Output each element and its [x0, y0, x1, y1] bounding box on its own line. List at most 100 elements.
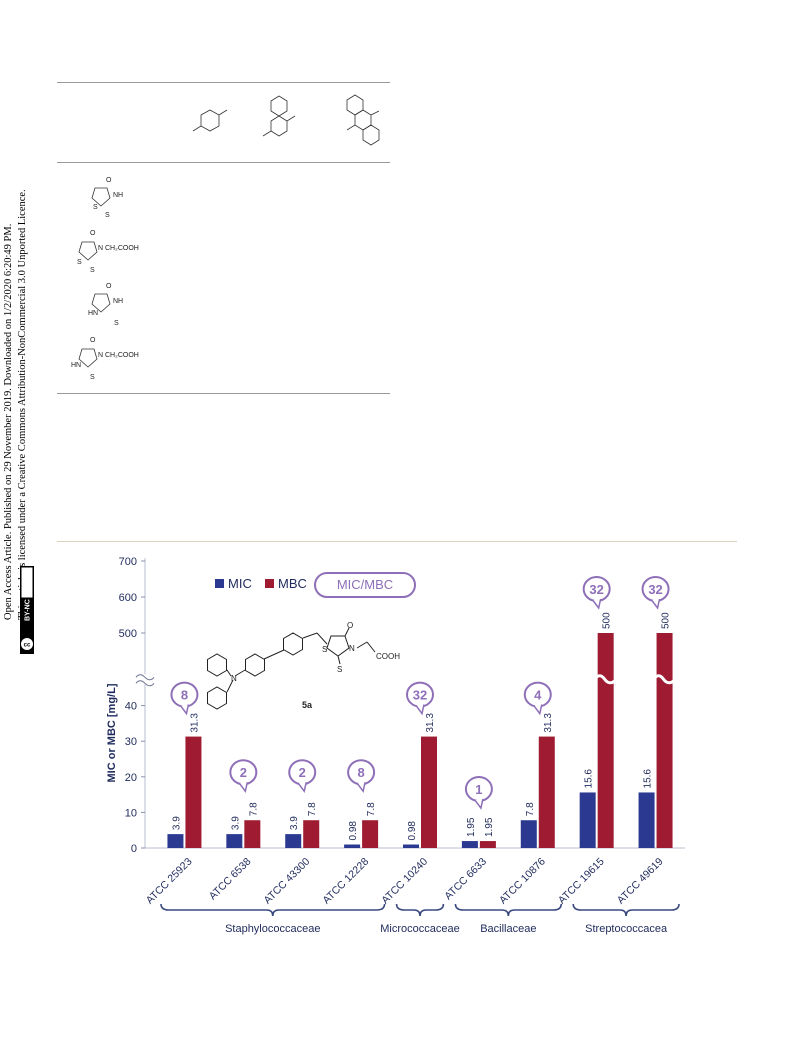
mbc-value-label: 31.3 [425, 713, 436, 733]
structure-drawings: O NH S S O N CH₂COOH S S O NH HN S O N C… [71, 94, 380, 381]
atom-label: S [105, 212, 110, 219]
y-tick-label: 0 [131, 843, 137, 855]
atom-label: S [93, 204, 98, 211]
group-label: Bacillaceae [480, 923, 536, 935]
mbc-value-label: 7.8 [366, 802, 377, 816]
anthracenyl-structure [346, 94, 364, 116]
mic-value-label: 15.6 [643, 769, 654, 789]
ratio-bubble-tail [356, 782, 366, 793]
atom-label: S [77, 259, 82, 266]
ratio-bubble-tail [297, 782, 307, 793]
bond [302, 632, 318, 639]
mic-value-label: 0.98 [407, 821, 418, 841]
license-line: This article is licensed under a Creativ… [17, 189, 28, 620]
atom-label: N [98, 245, 103, 252]
y-tick-label: 20 [125, 772, 137, 784]
bond [316, 632, 328, 645]
atom-label: N [231, 674, 237, 683]
ratio-bubble-tail [592, 598, 602, 610]
compound-structure: N O S N S COOH 5a [207, 621, 400, 710]
biphenyl-ring-1 [245, 653, 265, 677]
group-label: Micrococcaceae [380, 923, 459, 935]
mic-bar [285, 834, 302, 848]
category-labels: ATCC 25923 ATCC 6538 ATCC 43300 ATCC 12228 A… [144, 856, 666, 907]
atom-label: S [322, 645, 327, 654]
naphthyl-structure [270, 95, 288, 117]
mbc-value-label: 500 [602, 612, 613, 629]
section-separator [57, 541, 737, 542]
category-label: ATCC 12228 [320, 856, 371, 907]
family-groups: Staphylococcaceae Micrococcaceae Bacillace… [160, 903, 680, 935]
atom-label: S [90, 374, 95, 381]
mbc-value-label: 7.8 [307, 802, 318, 816]
mic-bar [167, 834, 184, 848]
mic-value-label: 15.6 [584, 769, 595, 789]
ratio-label: 8 [357, 765, 364, 780]
mbc-bar [421, 736, 437, 848]
publication-line: Open Access Article. Published on 29 Nov… [3, 223, 14, 620]
atom-label: CH₂COOH [105, 245, 139, 252]
ratio-bubble-tail [415, 704, 425, 716]
ratio-bubble-tail [533, 704, 543, 716]
mbc-value-label: 1.95 [484, 817, 495, 837]
atom-label: S [114, 320, 119, 327]
rhodanine-ring [91, 187, 111, 207]
atom-label: N [349, 644, 355, 653]
rhodanine-ring [326, 635, 350, 657]
category-label: ATCC 6633 [442, 856, 489, 903]
mic-value-label: 3.9 [289, 816, 300, 830]
y-tick-label: 40 [125, 701, 137, 713]
category-label: ATCC 6538 [207, 856, 254, 903]
cc-license-badge-icon[interactable]: cc BY-NC [20, 566, 34, 654]
mbc-bar [244, 820, 261, 848]
atom-label: NH [113, 298, 123, 305]
ratio-label: 1 [475, 782, 482, 797]
ratio-label: 32 [648, 582, 662, 597]
by-nc-label: BY-NC [25, 599, 32, 621]
group-brace-icon [572, 903, 680, 917]
ratio-label: 2 [240, 765, 247, 780]
license-text: Open Access Article. Published on 29 Nov… [3, 189, 31, 620]
atom-label: S [337, 665, 342, 674]
atom-label: N [98, 352, 103, 359]
bond [263, 649, 285, 660]
mbc-bar [597, 633, 614, 848]
article-sidebar: Open Access Article. Published on 29 Nov… [0, 0, 48, 1039]
mic-value-label: 1.95 [466, 817, 477, 837]
structure-table: O NH S S O N CH₂COOH S S O NH HN S O N C… [57, 82, 390, 394]
bond [356, 641, 368, 649]
axis-break-icon [135, 674, 155, 681]
ratio-label: 4 [534, 688, 542, 703]
y-tick-label: 500 [119, 628, 137, 640]
atom-label: HN [88, 310, 98, 317]
phenyl-structure [200, 109, 220, 132]
ratio-label: 2 [299, 765, 306, 780]
category-label: ATCC 19615 [556, 856, 607, 907]
ratio-bubble-tail [474, 798, 484, 810]
atom-label: HN [71, 362, 81, 369]
legend-mic-label: MIC [228, 576, 252, 591]
group-brace-icon [160, 903, 386, 917]
legend-ratio-pill [314, 572, 416, 598]
chart-axes: 0 10 20 30 40 500 600 700 MIC or MBC [mg/L] [106, 556, 685, 855]
y-tick-label: 700 [119, 556, 137, 568]
category-label: ATCC 10240 [379, 856, 430, 907]
atom-label: O [106, 283, 112, 290]
category-label: ATCC 10876 [497, 856, 548, 907]
bond [226, 679, 234, 693]
mic-value-label: 3.9 [230, 816, 241, 830]
legend-mbc-swatch [265, 579, 274, 588]
table-top-rule [57, 82, 390, 83]
mic-bar [226, 834, 243, 848]
atom-label: O [90, 230, 96, 237]
y-tick-label: 10 [125, 807, 137, 819]
ratio-bubble-tail [179, 704, 190, 716]
mbc-value-label: 31.3 [189, 713, 200, 733]
legend-ratio-label: MIC/MBC [337, 577, 393, 592]
chart-legend: MIC MBC MIC/MBC [215, 572, 416, 598]
atom-label: O [106, 177, 112, 184]
ratio-bubble-tail [238, 782, 249, 793]
ratio-bubble-tail [650, 598, 661, 610]
mic-bar [638, 792, 655, 848]
